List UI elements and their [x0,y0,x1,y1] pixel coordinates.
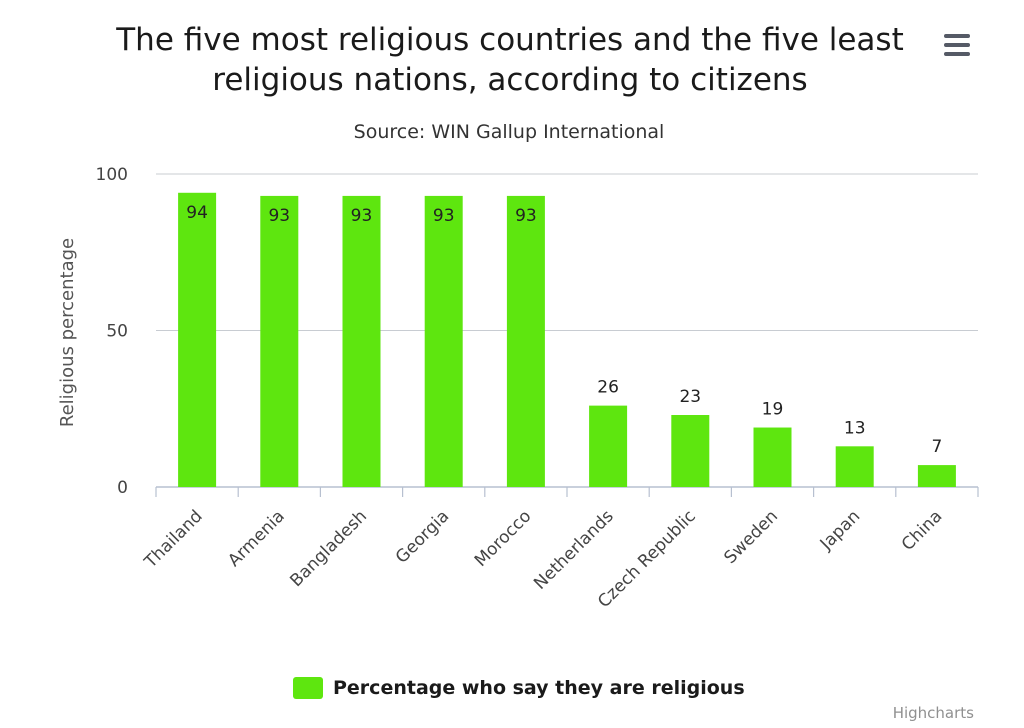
x-tick-label: Netherlands [530,506,618,594]
x-tick-label: Armenia [224,506,289,571]
chart-context-menu-button[interactable] [938,28,976,64]
x-tick-label: Sweden [720,506,782,568]
bar-bangladesh[interactable] [342,195,381,487]
x-tick-label: China [898,506,946,554]
x-tick-label: Thailand [140,506,206,572]
x-tick-label: Georgia [392,506,453,567]
data-label: 13 [844,418,866,438]
bar-czech-republic[interactable] [671,415,710,487]
y-tick-label: 50 [106,322,128,342]
chart-title: The five most religious countries and th… [116,22,904,98]
y-axis-title: Religious percentage [57,238,78,427]
data-label: 94 [186,203,208,223]
legend-swatch [293,677,323,699]
data-label: 93 [351,206,373,226]
x-tick-label: Bangladesh [286,506,371,591]
bar-morocco[interactable] [506,195,545,487]
bar-armenia[interactable] [260,195,299,487]
legend-label: Percentage who say they are religious [333,677,745,699]
bar-thailand[interactable] [178,192,217,487]
bar-netherlands[interactable] [589,405,628,487]
highcharts-credits-link[interactable]: Highcharts [892,704,974,722]
bar-japan[interactable] [835,446,874,487]
data-label: 93 [515,206,537,226]
bar-georgia[interactable] [424,195,463,487]
data-label: 7 [931,437,942,457]
data-label: 93 [433,206,455,226]
bar-sweden[interactable] [753,427,792,487]
chart-plot: 0 50 100 Religious percentage 94 Thailand 93 Ar… [57,165,979,612]
chart-subtitle: Source: WIN Gallup International [353,121,665,143]
data-label: 19 [762,400,784,420]
data-label: 23 [679,387,701,407]
y-tick-label: 0 [117,478,128,498]
data-label: 93 [268,206,290,226]
bar-china[interactable] [917,465,956,487]
x-tick-label: Morocco [471,506,535,570]
legend-item[interactable]: Percentage who say they are religious [293,673,745,703]
x-tick-label: Japan [816,506,864,554]
y-tick-label: 100 [96,165,128,185]
data-label: 26 [597,378,619,398]
